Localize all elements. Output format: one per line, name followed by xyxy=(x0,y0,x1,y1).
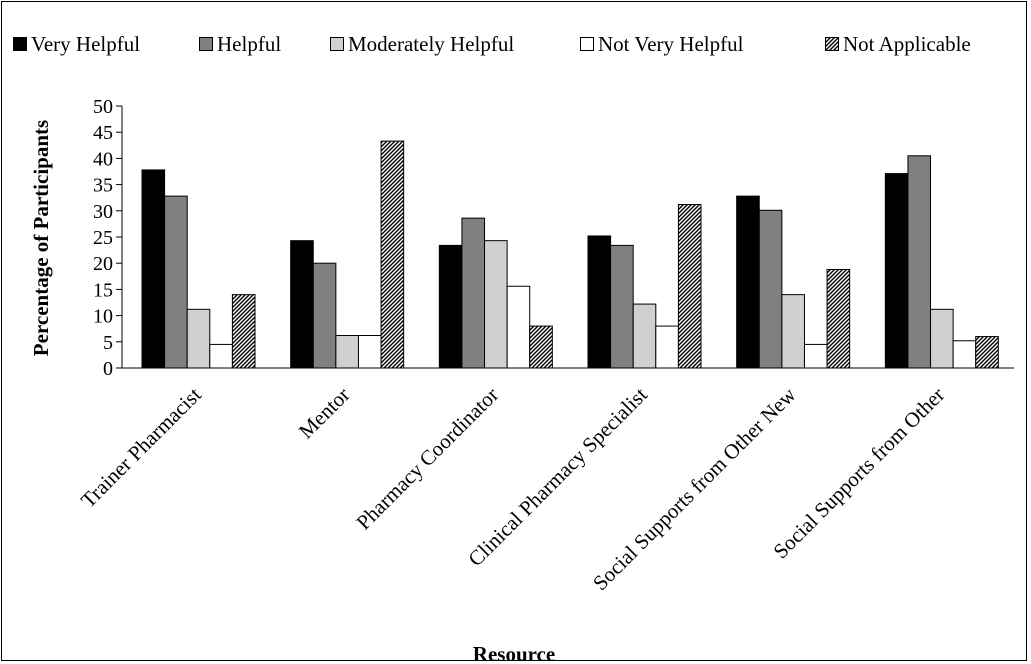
y-tick-label: 10 xyxy=(93,306,113,328)
y-tick-label: 45 xyxy=(93,122,113,144)
y-tick-label: 50 xyxy=(93,96,113,118)
bar-very-helpful-clinical-pharmacy-specialist xyxy=(587,235,612,369)
y-tick-label: 30 xyxy=(93,201,113,223)
bar-not-very-helpful-pharmacy-coordinator xyxy=(506,285,531,369)
x-axis-label: Resource xyxy=(473,642,555,662)
bar-very-helpful-social-supports-from-other xyxy=(884,173,909,369)
bar-moderately-helpful-clinical-pharmacy-specialist xyxy=(632,303,657,369)
y-tick-label: 5 xyxy=(103,332,113,354)
x-tick-label: Social Supports from Other xyxy=(768,383,949,564)
bar-moderately-helpful-pharmacy-coordinator xyxy=(484,240,508,369)
bar-moderately-helpful-social-supports-from-other xyxy=(930,308,954,369)
bar-very-helpful-mentor xyxy=(290,240,314,369)
y-axis: 0 5 10 15 20 25 30 35 40 45 50 xyxy=(93,96,123,380)
bar-helpful-social-supports-from-other xyxy=(907,155,932,369)
y-tick-label: 20 xyxy=(93,253,113,275)
x-tick-label: Pharmacy Coordinator xyxy=(351,383,503,535)
bar-helpful-clinical-pharmacy-specialist xyxy=(610,244,634,369)
legend-swatch-very-helpful xyxy=(13,37,27,51)
bar-not-very-helpful-clinical-pharmacy-specialist xyxy=(655,325,679,369)
legend-swatch-moderately-helpful xyxy=(330,37,344,51)
legend-swatch-helpful xyxy=(199,37,213,51)
bar-helpful-trainer-pharmacist xyxy=(164,195,188,369)
bar-moderately-helpful-mentor xyxy=(335,335,359,369)
bar-not-applicable-pharmacy-coordinator xyxy=(529,325,553,369)
bar-helpful-pharmacy-coordinator xyxy=(461,217,486,369)
bar-not-applicable-trainer-pharmacist xyxy=(231,294,256,369)
legend-label-very-helpful: Very Helpful xyxy=(31,32,140,56)
bar-not-very-helpful-social-supports-from-other-new xyxy=(803,343,828,369)
bar-moderately-helpful-trainer-pharmacist xyxy=(186,308,211,369)
bar-not-applicable-social-supports-from-other xyxy=(975,336,999,369)
bar-not-very-helpful-social-supports-from-other xyxy=(952,340,977,369)
legend-label-moderately-helpful: Moderately Helpful xyxy=(348,32,514,56)
bar-helpful-social-supports-from-other-new xyxy=(758,209,783,369)
bar-not-applicable-clinical-pharmacy-specialist xyxy=(677,204,702,369)
legend-swatch-not-applicable xyxy=(825,37,839,51)
bars xyxy=(141,140,999,369)
legend-label-not-very-helpful: Not Very Helpful xyxy=(598,32,744,56)
y-tick-label: 0 xyxy=(103,358,113,380)
bar-very-helpful-pharmacy-coordinator xyxy=(438,244,463,369)
y-axis-label: Percentage of Participants xyxy=(29,120,53,356)
y-tick-label: 35 xyxy=(93,175,113,197)
legend-swatch-not-very-helpful xyxy=(580,37,594,51)
bar-not-very-helpful-mentor xyxy=(357,335,382,369)
bar-very-helpful-trainer-pharmacist xyxy=(141,169,166,369)
bar-moderately-helpful-social-supports-from-other-new xyxy=(781,294,805,369)
bar-very-helpful-social-supports-from-other-new xyxy=(736,195,760,369)
bar-not-applicable-social-supports-from-other-new xyxy=(826,268,851,369)
legend: Very Helpful Helpful Moderately Helpful Not… xyxy=(13,32,971,56)
y-tick-label: 25 xyxy=(93,227,113,249)
legend-label-helpful: Helpful xyxy=(217,32,281,56)
bar-not-very-helpful-trainer-pharmacist xyxy=(209,343,233,369)
x-tick-label: Mentor xyxy=(294,383,355,444)
bar-helpful-mentor xyxy=(312,262,337,369)
y-tick-label: 40 xyxy=(93,148,113,170)
legend-label-not-applicable: Not Applicable xyxy=(843,32,971,56)
x-tick-label: Trainer Pharmacist xyxy=(76,382,206,512)
y-tick-label: 15 xyxy=(93,279,113,301)
bar-not-applicable-mentor xyxy=(380,140,405,369)
